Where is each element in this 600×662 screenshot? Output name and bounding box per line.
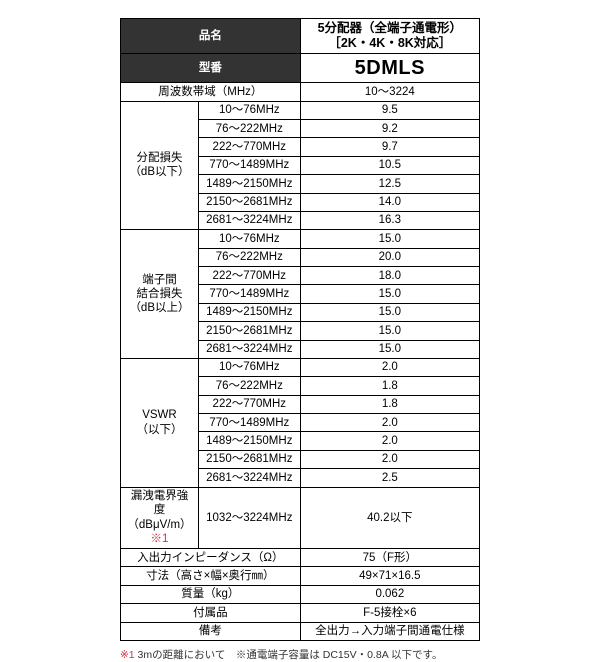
band-1-4: 1489～2150MHz (198, 303, 300, 321)
product-title: 5分配器（全端子通電形）［2K・4K・8K対応］ (300, 19, 479, 54)
section-label-2: VSWR（以下） (121, 358, 199, 487)
band-2-6: 2681～3224MHz (198, 469, 300, 487)
band-2-0: 10～76MHz (198, 358, 300, 376)
val-1-1: 20.0 (300, 248, 479, 266)
leak-value: 40.2以下 (300, 487, 479, 549)
misc-label-2: 質量（kg） (121, 585, 301, 603)
leak-band: 1032～3224MHz (198, 487, 300, 549)
band-1-1: 76～222MHz (198, 248, 300, 266)
misc-label-1: 寸法（高さ×幅×奥行㎜） (121, 567, 301, 585)
footnote: ※1 3mの距離において ※通電端子容量は DC15V・0.8A 以下です。 (120, 647, 480, 662)
val-2-0: 2.0 (300, 358, 479, 376)
header-model-label: 型番 (121, 54, 301, 83)
freq-range-value: 10～3224 (300, 83, 479, 101)
val-1-0: 15.0 (300, 230, 479, 248)
band-0-6: 2681～3224MHz (198, 211, 300, 229)
val-0-2: 9.7 (300, 138, 479, 156)
band-0-4: 1489～2150MHz (198, 175, 300, 193)
band-0-5: 2150～2681MHz (198, 193, 300, 211)
band-1-2: 222～770MHz (198, 267, 300, 285)
band-1-6: 2681～3224MHz (198, 340, 300, 358)
header-name-label: 品名 (121, 19, 301, 54)
val-2-2: 1.8 (300, 395, 479, 413)
band-1-3: 770～1489MHz (198, 285, 300, 303)
band-2-4: 1489～2150MHz (198, 432, 300, 450)
band-1-0: 10～76MHz (198, 230, 300, 248)
band-1-5: 2150～2681MHz (198, 322, 300, 340)
band-2-5: 2150～2681MHz (198, 450, 300, 468)
val-1-4: 15.0 (300, 303, 479, 321)
val-1-5: 15.0 (300, 322, 479, 340)
val-1-3: 15.0 (300, 285, 479, 303)
val-1-2: 18.0 (300, 267, 479, 285)
val-2-5: 2.0 (300, 450, 479, 468)
val-0-5: 14.0 (300, 193, 479, 211)
val-0-6: 16.3 (300, 211, 479, 229)
band-2-1: 76～222MHz (198, 377, 300, 395)
val-2-4: 2.0 (300, 432, 479, 450)
band-0-0: 10～76MHz (198, 101, 300, 119)
val-2-3: 2.0 (300, 414, 479, 432)
section-label-0: 分配損失（dB以下） (121, 101, 199, 230)
val-0-0: 9.5 (300, 101, 479, 119)
band-0-1: 76～222MHz (198, 120, 300, 138)
misc-label-0: 入出力インピーダンス（Ω） (121, 549, 301, 567)
leak-label: 漏洩電界強度（dBμV/m）※1 (121, 487, 199, 549)
band-2-2: 222～770MHz (198, 395, 300, 413)
val-0-3: 10.5 (300, 156, 479, 174)
model-value: 5DMLS (300, 54, 479, 83)
val-0-1: 9.2 (300, 120, 479, 138)
misc-value-3: F-5接栓×6 (300, 604, 479, 622)
band-0-2: 222～770MHz (198, 138, 300, 156)
footnote-mark: ※1 (120, 649, 135, 661)
band-2-3: 770～1489MHz (198, 414, 300, 432)
freq-range-label: 周波数帯域（MHz） (121, 83, 301, 101)
misc-value-0: 75（F形） (300, 549, 479, 567)
misc-value-1: 49×71×16.5 (300, 567, 479, 585)
section-label-1: 端子間結合損失（dB以上） (121, 230, 199, 359)
misc-value-2: 0.062 (300, 585, 479, 603)
misc-label-3: 付属品 (121, 604, 301, 622)
misc-value-4: 全出力→入力端子間通電仕様 (300, 622, 479, 640)
val-2-6: 2.5 (300, 469, 479, 487)
misc-label-4: 備考 (121, 622, 301, 640)
spec-table: 品名5分配器（全端子通電形）［2K・4K・8K対応］型番5DMLS周波数帯域（M… (120, 18, 480, 641)
val-0-4: 12.5 (300, 175, 479, 193)
val-1-6: 15.0 (300, 340, 479, 358)
val-2-1: 1.8 (300, 377, 479, 395)
band-0-3: 770～1489MHz (198, 156, 300, 174)
footnote-text: 3mの距離において ※通電端子容量は DC15V・0.8A 以下です。 (135, 649, 443, 661)
